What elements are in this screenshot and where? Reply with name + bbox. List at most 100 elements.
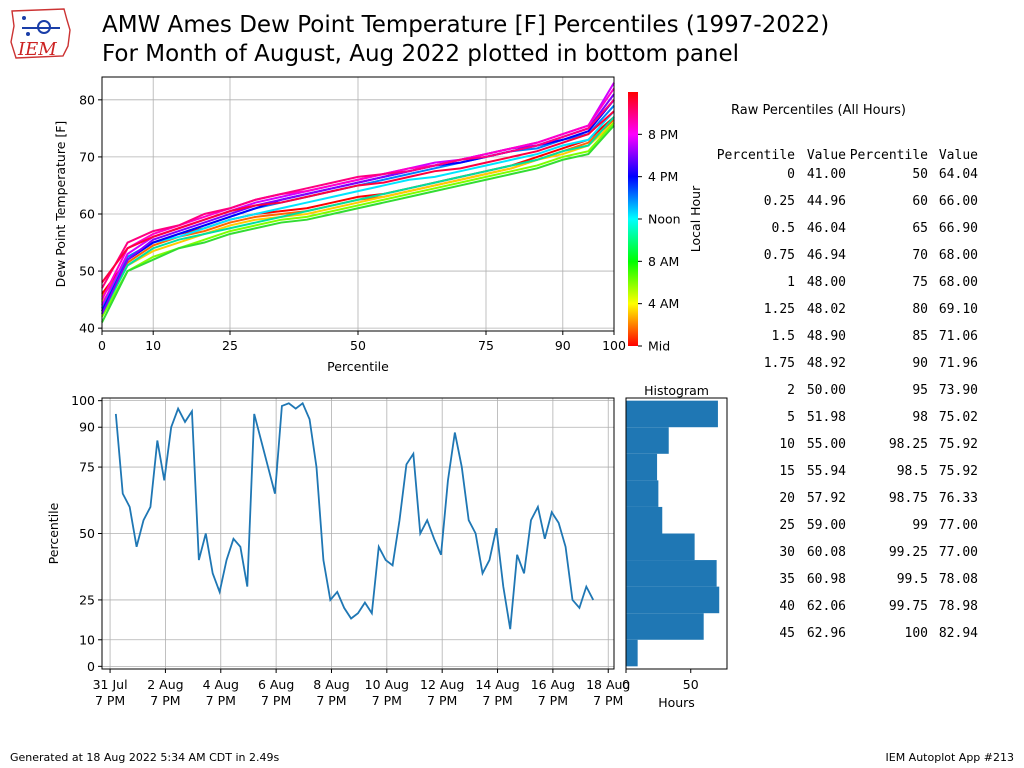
table-cell: 60 xyxy=(912,194,928,209)
x-tick-label-date: 10 Aug xyxy=(365,677,409,692)
y-axis-label: Percentile xyxy=(46,502,61,564)
table-cell: 44.96 xyxy=(806,194,846,209)
table-cell: 48.00 xyxy=(806,275,846,290)
logo-text: IEM xyxy=(17,39,57,60)
table-cell: 5 xyxy=(787,410,795,425)
table-cell: 50.00 xyxy=(806,383,846,398)
iem-logo: IEM xyxy=(10,8,71,60)
histogram-bar xyxy=(626,400,718,428)
x-tick-label: 0 xyxy=(98,338,106,353)
histogram-bar xyxy=(626,613,704,640)
chart-title-line2: For Month of August, Aug 2022 plotted in… xyxy=(102,41,740,67)
table-cell: 98.5 xyxy=(896,464,928,479)
histogram-panel: 0 50 Histogram Hours xyxy=(622,383,728,710)
table-cell: 99.5 xyxy=(896,572,928,587)
table-cell: 98.75 xyxy=(888,491,928,506)
table-cell: 75.92 xyxy=(938,437,978,452)
table-cell: 40 xyxy=(779,599,795,614)
table-cell: 98 xyxy=(912,410,928,425)
table-cell: 77.00 xyxy=(938,545,978,560)
table-cell: 90 xyxy=(912,356,928,371)
table-cell: 75 xyxy=(912,275,928,290)
generated-footer: Generated at 18 Aug 2022 5:34 AM CDT in … xyxy=(10,751,280,764)
table-cell: 80 xyxy=(912,302,928,317)
table-cell: 41.00 xyxy=(806,167,846,182)
y-tick-label: 100 xyxy=(71,393,95,408)
table-cell: 51.98 xyxy=(806,410,846,425)
table-cell: 68.00 xyxy=(938,275,978,290)
histogram-bar xyxy=(626,506,663,534)
x-tick-label-date: 8 Aug xyxy=(313,677,349,692)
y-tick-label: 50 xyxy=(79,264,95,279)
table-cell: 95 xyxy=(912,383,928,398)
table-cell: 76.33 xyxy=(938,491,978,506)
x-tick-label-date: 6 Aug xyxy=(258,677,294,692)
x-tick-label-time: 7 PM xyxy=(206,693,236,708)
percentile-curve-hour-22 xyxy=(101,99,615,289)
percentile-curves-panel: 0 10 25 50 75 90 100 40 50 60 70 80 Percentile Dew Po… xyxy=(53,76,626,374)
x-tick-label: 0 xyxy=(622,677,630,692)
table-cell: 75.92 xyxy=(938,464,978,479)
chart-title-line1: AMW Ames Dew Point Temperature [F] Perce… xyxy=(102,12,830,38)
colorbar-tick-label: 8 PM xyxy=(648,127,678,142)
y-tick-label: 50 xyxy=(79,526,95,541)
table-cell: 75.02 xyxy=(938,410,978,425)
app-footer: IEM Autoplot App #213 xyxy=(885,751,1015,764)
table-cell: 71.96 xyxy=(938,356,978,371)
x-tick-label-date: 18 Aug xyxy=(586,677,630,692)
x-tick-label-date: 16 Aug xyxy=(531,677,575,692)
table-header-cell: Percentile xyxy=(716,148,795,163)
percentile-curve-hour-23 xyxy=(101,110,615,284)
percentile-timeseries-line xyxy=(114,401,595,630)
x-tick-label: 100 xyxy=(602,338,626,353)
y-axis-label: Dew Point Temperature [F] xyxy=(53,121,68,288)
table-cell: 66.90 xyxy=(938,221,978,236)
histogram-bar xyxy=(626,560,717,587)
x-tick-label-date: 12 Aug xyxy=(420,677,464,692)
table-cell: 25 xyxy=(779,518,795,533)
x-tick-label-time: 7 PM xyxy=(427,693,457,708)
x-tick-label-date: 2 Aug xyxy=(147,677,183,692)
table-cell: 0.25 xyxy=(763,194,795,209)
table-cell: 73.90 xyxy=(938,383,978,398)
colorbar-gradient xyxy=(628,92,638,346)
local-hour-colorbar: Mid 4 AM 8 AM Noon 4 PM 8 PM Local Hour xyxy=(628,92,703,354)
x-tick-label-time: 7 PM xyxy=(316,693,346,708)
table-cell: 55.00 xyxy=(806,437,846,452)
table-cell: 1 xyxy=(787,275,795,290)
table-cell: 66.00 xyxy=(938,194,978,209)
x-tick-label: 75 xyxy=(478,338,494,353)
colorbar-tick-label: Mid xyxy=(648,339,670,354)
x-tick-label: 90 xyxy=(555,338,571,353)
colorbar-tick-label: 4 AM xyxy=(648,296,679,311)
x-tick-label-time: 7 PM xyxy=(150,693,180,708)
colorbar-tick-label: Noon xyxy=(648,212,681,227)
table-cell: 62.96 xyxy=(806,626,846,641)
table-cell: 69.10 xyxy=(938,302,978,317)
table-cell: 1.25 xyxy=(763,302,795,317)
x-tick-label: 25 xyxy=(222,338,238,353)
table-cell: 1.5 xyxy=(771,329,795,344)
table-header-cell: Value xyxy=(938,148,978,163)
raw-table-title: Raw Percentiles (All Hours) xyxy=(731,103,906,118)
x-tick-label-date: 4 Aug xyxy=(203,677,239,692)
table-header-cell: Value xyxy=(806,148,846,163)
x-tick-label-date: 31 Jul xyxy=(93,677,128,692)
y-tick-label: 90 xyxy=(79,420,95,435)
x-tick-label-time: 7 PM xyxy=(482,693,512,708)
table-cell: 10 xyxy=(779,437,795,452)
y-tick-label: 70 xyxy=(79,149,95,164)
table-cell: 48.02 xyxy=(806,302,846,317)
table-cell: 0.75 xyxy=(763,248,795,263)
table-cell: 98.25 xyxy=(888,437,928,452)
table-cell: 99 xyxy=(912,518,928,533)
percentile-curve-hour-12 xyxy=(101,110,615,312)
x-tick-label: 50 xyxy=(350,338,366,353)
histogram-bar xyxy=(626,586,720,614)
table-cell: 55.94 xyxy=(806,464,846,479)
histogram-bar xyxy=(626,533,695,561)
y-tick-label: 80 xyxy=(79,92,95,107)
x-tick-label-time: 7 PM xyxy=(593,693,623,708)
table-cell: 71.06 xyxy=(938,329,978,344)
table-cell: 62.06 xyxy=(806,599,846,614)
